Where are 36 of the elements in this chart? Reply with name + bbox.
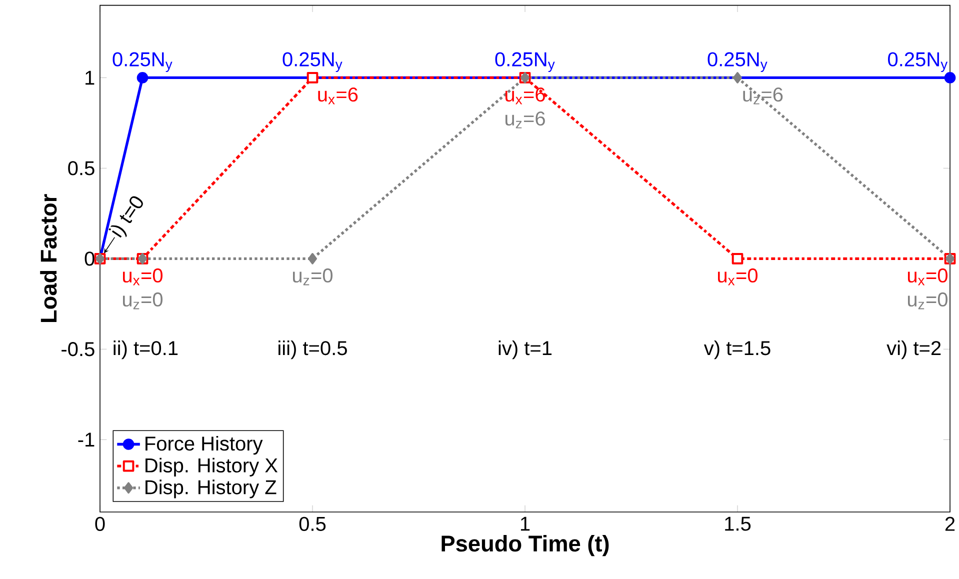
x-tick-label: 0.5: [299, 516, 326, 531]
y-tick-label: 0.5: [68, 161, 94, 176]
annotation: u$_{z}$=6: [506, 111, 545, 128]
y-tick-label: -1: [78, 432, 94, 446]
x-axis-title: Pseudo Time (t): [442, 534, 609, 556]
x-tick-label: 1: [520, 516, 530, 531]
legend-label: Disp. History Z: [146, 480, 276, 498]
x-tick-label: 1.5: [725, 516, 751, 531]
annotation: u$_{z}$=6: [743, 87, 783, 104]
annotation: 0.25N$_{y}$: [708, 52, 768, 72]
y-tick-label: 1: [86, 70, 94, 85]
annotation: u$_{x}$=0: [908, 268, 948, 286]
annotation: u$_{z}$=0: [123, 292, 163, 310]
annotation: 0.25N$_{y}$: [282, 52, 342, 72]
annotation: u$_{z}$=0: [293, 268, 333, 286]
annotation: 0.25N$_{y}$: [112, 52, 172, 72]
annotation: 0.25N$_{y}$: [888, 52, 948, 72]
legend-label: Force History: [146, 436, 263, 455]
annotation: v) t=1.5: [704, 340, 770, 360]
x-tick-label: 2: [945, 516, 955, 531]
y-tick-label: 0: [84, 252, 94, 266]
annotation: u$_{x}$=0: [123, 268, 163, 286]
annotation: u$_{x}$=6: [506, 87, 545, 104]
annotation: i) t=0: [108, 196, 143, 238]
annotation: u$_{x}$=0: [718, 268, 758, 286]
annotation: u$_{x}$=6: [318, 87, 358, 104]
annotation: ii) t=0.1: [114, 340, 178, 360]
annotation: iv) t=1: [498, 340, 552, 360]
annotation: iii) t=0.5: [278, 340, 347, 360]
annotation: 0.25N$_{y}$: [495, 52, 555, 72]
annotation: u$_{z}$=0: [908, 292, 948, 310]
y-tick-label: -0.5: [62, 342, 94, 356]
annotation: vi) t=2: [886, 340, 941, 360]
x-tick-label: 0: [95, 516, 105, 531]
legend-label: Disp. History X: [146, 458, 278, 476]
y-axis-title: Load Factor: [40, 194, 57, 322]
